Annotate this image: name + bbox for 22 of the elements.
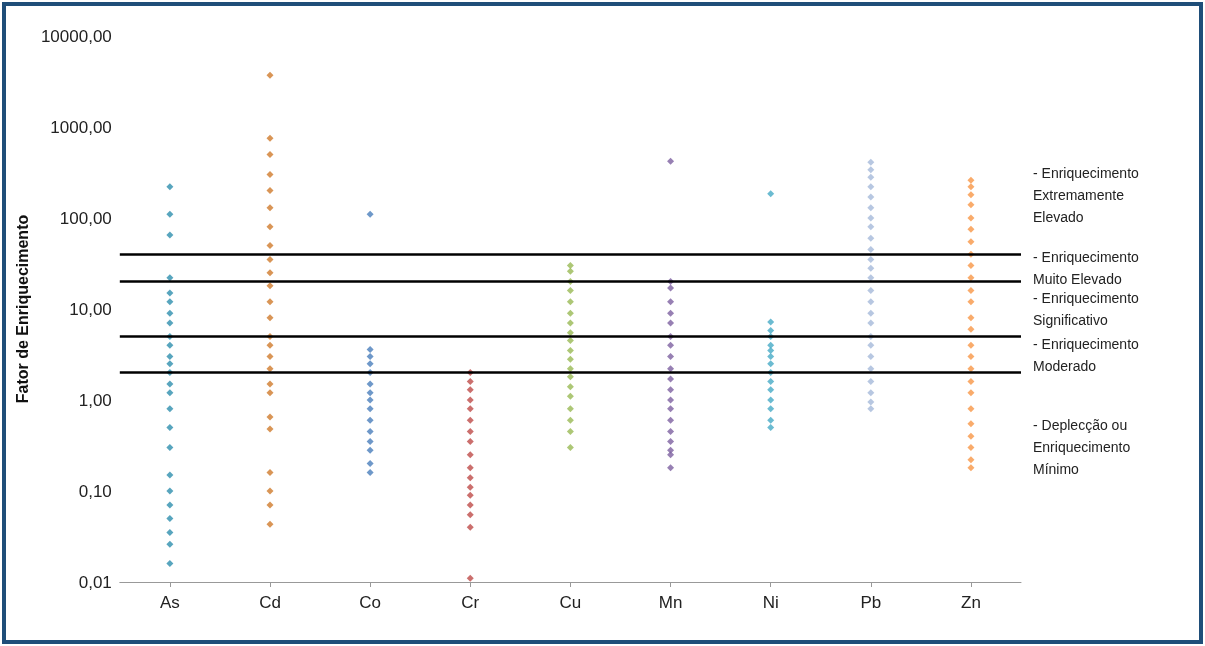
y-tick-label: 10000,00 [40, 26, 112, 46]
x-tick-label: As [159, 593, 180, 612]
text: - Enriquecimento Significativo [1033, 290, 1143, 328]
y-tick-label: 100,00 [59, 208, 112, 228]
x-tick-label: Ni [762, 593, 779, 612]
x-tick-label: Cu [559, 593, 582, 612]
x-tick-label: Cr [461, 593, 480, 612]
x-tick-label: Cd [259, 593, 281, 612]
y-tick-label: 10,00 [69, 299, 112, 319]
y-tick-label: 1,00 [78, 390, 112, 410]
y-tick-label: 1000,00 [50, 117, 112, 137]
x-tick-label: Co [359, 593, 381, 612]
x-tick-label: Pb [860, 593, 882, 612]
text: - Enriquecimento Moderado [1033, 335, 1143, 374]
x-tick-label: Mn [658, 593, 683, 612]
y-tick-label: 0,10 [78, 481, 112, 501]
y-tick-label: 0,01 [78, 572, 112, 592]
text: - Deplecção ou Enriquecimento Mínimo [1033, 417, 1135, 478]
text: - Enriquecimento Muito Elevado [1033, 248, 1143, 287]
x-tick-label: Zn [961, 593, 981, 612]
y-axis-title: Fator de Enriquecimento [13, 214, 31, 404]
text: - Enriquecimento Extremamente Elevado [1033, 165, 1143, 226]
